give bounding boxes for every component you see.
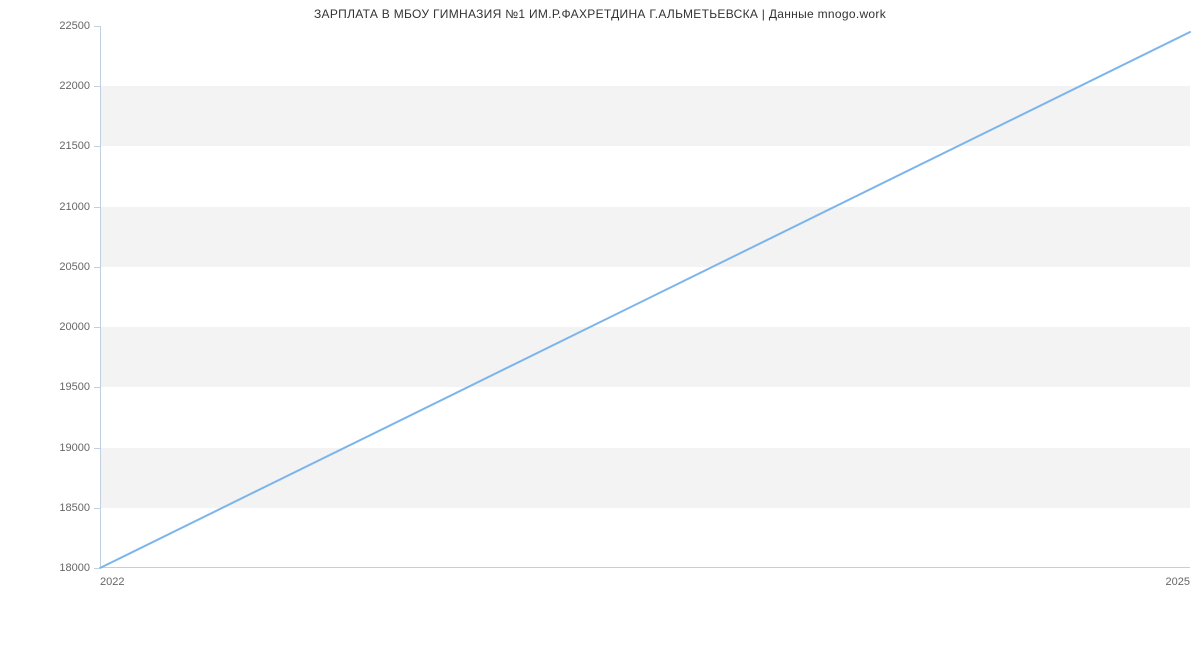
y-axis-tick (94, 86, 100, 87)
y-axis-label: 18000 (59, 562, 90, 574)
x-axis-label: 2025 (1166, 576, 1190, 588)
y-axis-tick (94, 387, 100, 388)
y-axis-label: 19000 (59, 442, 90, 454)
y-axis-tick (94, 327, 100, 328)
salary-line-chart: ЗАРПЛАТА В МБОУ ГИМНАЗИЯ №1 ИМ.Р.ФАХРЕТД… (0, 0, 1200, 650)
y-axis-tick (94, 267, 100, 268)
y-axis-label: 22500 (59, 20, 90, 32)
y-axis-tick (94, 146, 100, 147)
y-axis-tick (94, 568, 100, 569)
chart-series-line (100, 26, 1190, 568)
y-axis-label: 21000 (59, 201, 90, 213)
y-axis-label: 19500 (59, 381, 90, 393)
chart-plot-area: 1800018500190001950020000205002100021500… (100, 26, 1190, 568)
chart-title: ЗАРПЛАТА В МБОУ ГИМНАЗИЯ №1 ИМ.Р.ФАХРЕТД… (0, 7, 1200, 21)
y-axis-label: 20500 (59, 261, 90, 273)
y-axis-tick (94, 508, 100, 509)
y-axis-label: 22000 (59, 80, 90, 92)
x-axis-label: 2022 (100, 576, 124, 588)
y-axis-tick (94, 26, 100, 27)
y-axis-tick (94, 448, 100, 449)
y-axis-tick (94, 207, 100, 208)
y-axis-label: 20000 (59, 321, 90, 333)
y-axis-label: 18500 (59, 502, 90, 514)
y-axis-label: 21500 (59, 140, 90, 152)
